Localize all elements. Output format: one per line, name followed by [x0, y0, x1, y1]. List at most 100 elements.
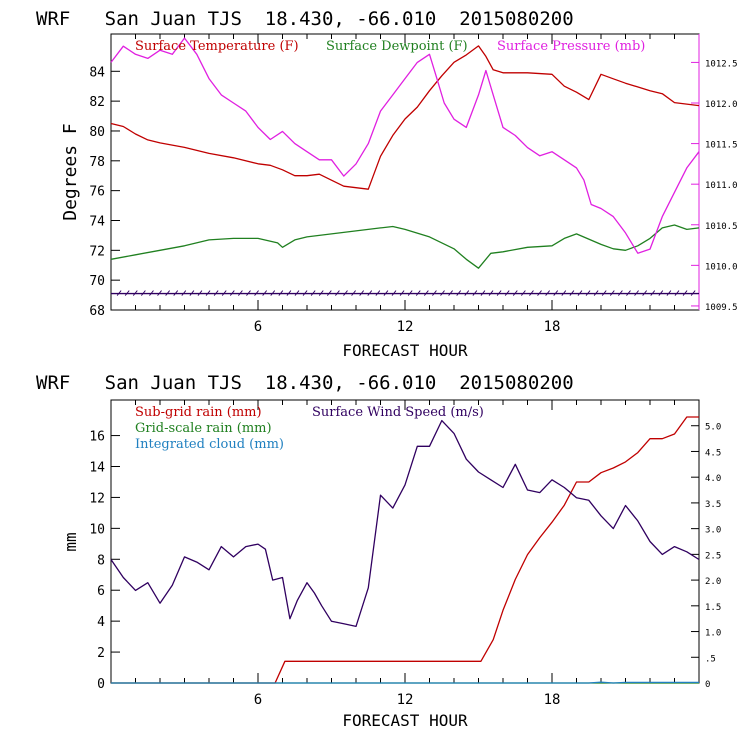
- chart1-y2-tick-label: 1010.0: [705, 262, 738, 272]
- chart2-y2-tick-label: 3.0: [705, 526, 721, 536]
- chart1-series-3-barb: [229, 290, 235, 296]
- chart2-y-tick-label: 14: [89, 460, 105, 475]
- chart1-series-3-barb: [262, 290, 268, 296]
- chart1-y2-tick-label: 1011.0: [705, 181, 738, 191]
- chart1-series-3-barb: [682, 290, 688, 296]
- chart1-series-3-barb: [132, 290, 138, 296]
- chart1-series-3-barb: [246, 290, 251, 296]
- chart1-series-3-barb: [407, 290, 413, 296]
- chart1-series-3-barb: [480, 290, 486, 296]
- chart1-y-axis-label: Degrees F: [60, 123, 81, 221]
- chart1-series-3-barb: [318, 290, 324, 296]
- chart1-series-3-barb: [432, 290, 437, 296]
- chart1-y-tick-label: 84: [89, 65, 105, 80]
- chart1-series-3-barb: [173, 290, 179, 296]
- chart1-series-3-barb: [464, 290, 470, 296]
- chart2-y-tick-label: 12: [89, 491, 105, 506]
- chart1-series-3-barb: [650, 290, 656, 296]
- chart1-y-tick-label: 76: [89, 185, 105, 200]
- chart1-y2-ticks: 1009.5 1010.0 1010.5 1011.0 1011.5 1012.0 1012…: [691, 59, 738, 313]
- chart1-series-3-barb: [593, 290, 599, 296]
- chart1-series-3-barb: [278, 290, 284, 296]
- chart2-y2-tick-label: .5: [705, 654, 716, 664]
- chart1-x-tick-label: 12: [397, 319, 414, 335]
- chart1-series-3-barb: [270, 290, 276, 296]
- chart1-series-3-barb: [157, 290, 162, 296]
- legend-integrated-cloud: Integrated cloud (mm): [135, 437, 284, 452]
- chart1-series-3-barb: [238, 290, 243, 296]
- temperature-chart: WRF San Juan TJS 18.430, -66.010 2015080…: [36, 8, 738, 360]
- chart1-series-3-barb: [399, 290, 405, 296]
- chart1-series-3-barb: [326, 290, 332, 296]
- chart1-series-1-line: [110, 224, 700, 269]
- chart1-series-3-barb: [456, 290, 462, 296]
- chart1-y2-tick-label: 1012.0: [705, 100, 738, 110]
- chart2-series: [110, 416, 700, 684]
- chart1-x-axis-label: FORECAST HOUR: [342, 341, 468, 360]
- chart1-series-3-barb: [197, 290, 203, 296]
- chart1-series-3-barb: [351, 290, 356, 296]
- chart1-series-0-line: [110, 45, 700, 190]
- chart1-series-3-barb: [529, 290, 534, 296]
- chart2-y2-tick-label: 5.0: [705, 423, 721, 433]
- chart1-series-3-barb: [553, 290, 559, 296]
- chart2-y2-tick-label: 3.5: [705, 500, 721, 510]
- chart1-series-3-barb: [375, 290, 381, 296]
- chart1-x-tick-label: 18: [544, 319, 561, 335]
- chart2-y-tick-label: 10: [89, 522, 105, 537]
- legend-gridscale-rain: Grid-scale rain (mm): [135, 421, 272, 436]
- chart1-series-3-barb: [690, 290, 696, 296]
- chart1-series-3-barb: [181, 290, 187, 296]
- chart2-x-axis-label: FORECAST HOUR: [342, 711, 468, 730]
- chart2-series-3-line: [110, 419, 700, 628]
- chart1-x-tick-label: 6: [254, 319, 262, 335]
- chart1-y2-tick-label: 1011.5: [705, 141, 738, 151]
- chart1-series-3-barb: [585, 290, 591, 296]
- chart1-y2-tick-label: 1010.5: [705, 222, 738, 232]
- chart2-series-2-line: [111, 681, 699, 684]
- chart1-series-3-barb: [674, 290, 680, 296]
- chart1-series-3-barb: [391, 290, 397, 296]
- chart2-y2-ticks: 0 .5 1.0 1.5 2.0 2.5 3.0 3.5 4.0 4.5 5.0: [691, 423, 721, 690]
- chart1-series-3-barb: [359, 290, 365, 296]
- chart1-y-tick-label: 68: [89, 304, 105, 319]
- chart2-y-tick-label: 16: [89, 430, 105, 445]
- chart2-y-tick-label: 0: [97, 677, 105, 692]
- chart2-y-tick-label: 2: [97, 646, 105, 661]
- chart1-series-3-barb: [537, 290, 542, 296]
- chart1-y-tick-label: 70: [89, 274, 105, 289]
- chart2-x-tick-label: 18: [544, 692, 561, 708]
- chart1-y2-tick-label: 1012.5: [705, 59, 738, 69]
- chart2-x-tick-label: 6: [254, 692, 262, 708]
- chart1-series-3-barb: [205, 290, 211, 296]
- chart2-y-tick-label: 6: [97, 584, 105, 599]
- chart1-series-3-barb: [448, 290, 453, 296]
- chart1-series-3-barb: [221, 290, 227, 296]
- chart1-series-3-barb: [310, 290, 316, 296]
- chart1-series-3-barb: [634, 290, 639, 296]
- chart1-series-3-barb: [642, 290, 648, 296]
- chart2-y-ticks: 0 2 4 6 8 10 12 14 16: [89, 430, 120, 692]
- chart1-series-3-barb: [569, 290, 575, 296]
- rain-wind-chart: WRF San Juan TJS 18.430, -66.010 2015080…: [36, 372, 721, 730]
- chart1-series-3-barb: [496, 290, 502, 296]
- chart1-series-3-barb: [424, 290, 429, 296]
- legend-temperature: Surface Temperature (F): [135, 39, 299, 54]
- chart2-series-0-line: [111, 416, 699, 684]
- chart1-y2-tick-label: 1009.5: [705, 303, 738, 313]
- chart1-series-3-barb: [609, 290, 615, 296]
- chart1-series-3-barb: [367, 290, 373, 296]
- chart1-series: [110, 37, 700, 296]
- chart1-plot-frame: [110, 33, 700, 311]
- chart1-y-tick-label: 80: [89, 125, 105, 140]
- chart1-series-3-barb: [165, 290, 170, 296]
- chart1-series-3-barb: [626, 290, 631, 296]
- chart1-y-tick-label: 74: [89, 214, 105, 229]
- chart1-series-3-barb: [545, 290, 550, 296]
- chart1-series-3-barb: [213, 290, 219, 296]
- chart1-series-3-barb: [116, 290, 122, 296]
- chart1-series-3-barb: [601, 290, 607, 296]
- chart1-series-3-barb: [504, 290, 510, 296]
- chart1-series-3-barb: [149, 290, 154, 296]
